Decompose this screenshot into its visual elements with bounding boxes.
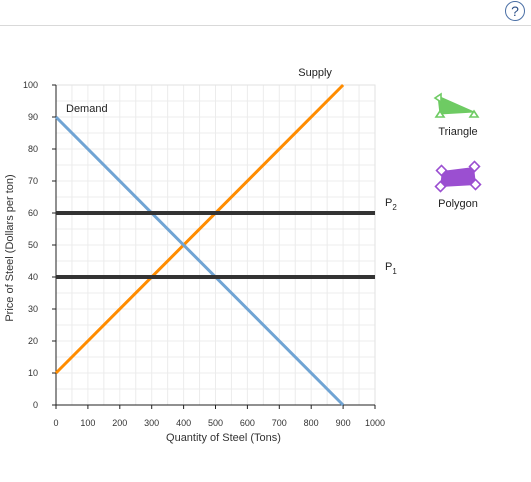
- header-divider: [0, 25, 531, 26]
- x-tick-label: 600: [240, 418, 255, 428]
- triangle-tool-label: Triangle: [438, 126, 478, 138]
- x-tick-label: 500: [208, 418, 223, 428]
- y-tick-label: 20: [28, 336, 38, 346]
- annotation-p1: P1: [385, 261, 397, 276]
- annotation-supply: Supply: [298, 67, 332, 79]
- x-tick-label: 700: [272, 418, 287, 428]
- annotation-p2: P2: [385, 197, 397, 212]
- x-tick-label: 400: [176, 418, 191, 428]
- triangle-tool-icon: [433, 92, 480, 118]
- polygon-tool-label: Polygon: [438, 198, 478, 210]
- y-tick-label: 30: [28, 304, 38, 314]
- polygon-tool[interactable]: Polygon: [418, 160, 498, 210]
- x-axis-label: Quantity of Steel (Tons): [166, 432, 281, 444]
- y-tick-label: 40: [28, 272, 38, 282]
- x-tick-label: 900: [336, 418, 351, 428]
- x-tick-label: 1000: [365, 418, 385, 428]
- y-tick-label: 100: [23, 80, 38, 90]
- x-tick-label: 200: [112, 418, 127, 428]
- y-tick-label: 70: [28, 176, 38, 186]
- x-tick-label: 0: [53, 418, 58, 428]
- series-line-demand: [54, 115, 345, 407]
- annotation-subscript: 1: [392, 267, 397, 276]
- help-button[interactable]: ?: [505, 1, 525, 21]
- y-tick-label: 0: [33, 400, 38, 410]
- y-tick-label: 60: [28, 208, 38, 218]
- polygon-tool-icon: [434, 160, 482, 193]
- y-tick-label: 80: [28, 144, 38, 154]
- x-tick-label: 300: [144, 418, 159, 428]
- annotation-demand: Demand: [66, 103, 108, 115]
- y-tick-label: 50: [28, 240, 38, 250]
- annotation-subscript: 2: [392, 203, 397, 212]
- triangle-tool[interactable]: Triangle: [418, 92, 498, 138]
- x-tick-label: 100: [80, 418, 95, 428]
- y-tick-label: 10: [28, 368, 38, 378]
- series-line-supply: [54, 83, 345, 375]
- x-tick-label: 800: [304, 418, 319, 428]
- y-tick-label: 90: [28, 112, 38, 122]
- y-axis-label: Price of Steel (Dollars per ton): [4, 174, 16, 321]
